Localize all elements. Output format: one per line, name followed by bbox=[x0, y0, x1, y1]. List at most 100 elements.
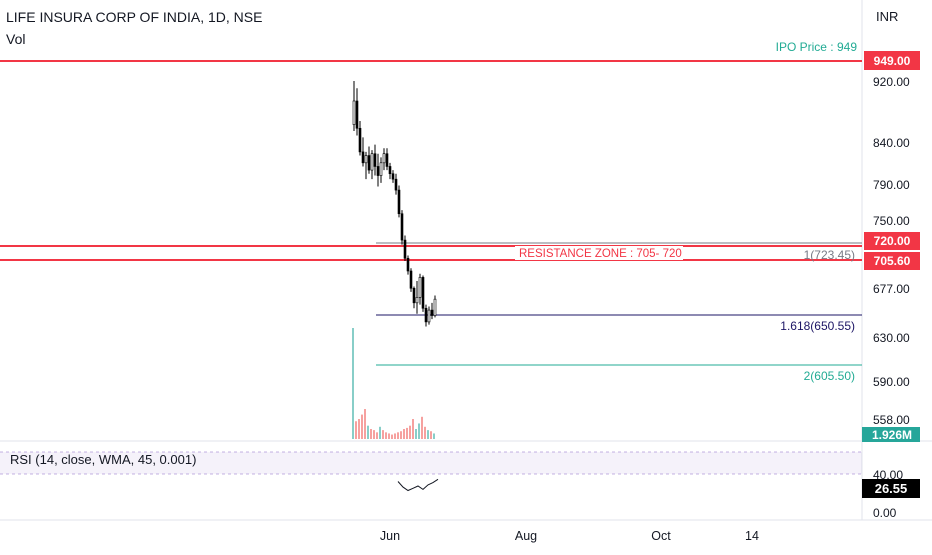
candle bbox=[409, 268, 413, 292]
time-axis-label: Aug bbox=[515, 529, 537, 543]
volume-indicator-label[interactable]: Vol bbox=[6, 31, 26, 47]
candle bbox=[427, 306, 431, 325]
volume-bar bbox=[403, 429, 405, 439]
rsi-indicator-label[interactable]: RSI (14, close, WMA, 45, 0.001) bbox=[10, 452, 196, 467]
fib-2-label: 2(605.50) bbox=[804, 369, 855, 383]
price-axis-label: 590.00 bbox=[873, 375, 910, 389]
candle-body bbox=[364, 155, 368, 164]
candle-body bbox=[391, 173, 395, 180]
candle bbox=[391, 170, 395, 183]
candle bbox=[430, 302, 434, 320]
rsi-line bbox=[397, 478, 439, 492]
candle-body bbox=[400, 213, 404, 241]
volume-bar bbox=[358, 419, 360, 439]
volume-bar bbox=[385, 432, 387, 439]
candle bbox=[352, 81, 356, 131]
candle-body bbox=[406, 257, 410, 272]
candle-body bbox=[367, 155, 371, 171]
volume-bar bbox=[430, 431, 432, 439]
volume-bar bbox=[433, 433, 435, 439]
volume-bar bbox=[376, 432, 378, 439]
volume-bar bbox=[415, 429, 417, 439]
price-axis-label: 630.00 bbox=[873, 331, 910, 345]
volume-tag bbox=[862, 427, 920, 442]
candle-body bbox=[427, 309, 431, 323]
resistance-bottom-tag-text: 705.60 bbox=[874, 254, 911, 268]
candle-body bbox=[385, 153, 389, 167]
price-axis-label: 840.00 bbox=[873, 136, 910, 150]
price-axis-label: 920.00 bbox=[873, 75, 910, 89]
price-axis-label: 750.00 bbox=[873, 214, 910, 228]
candle bbox=[424, 304, 428, 327]
candle-body bbox=[373, 153, 377, 167]
symbol-title[interactable]: LIFE INSURA CORP OF INDIA, 1D, NSE bbox=[6, 9, 263, 25]
rsi-axis-label: 0.00 bbox=[873, 506, 897, 520]
volume-bar bbox=[412, 419, 414, 439]
candle bbox=[406, 255, 410, 275]
candle bbox=[397, 185, 401, 218]
candle bbox=[376, 153, 380, 187]
volume-bar bbox=[406, 427, 408, 439]
currency-label: INR bbox=[876, 9, 899, 24]
volume-bars-group bbox=[352, 328, 435, 439]
rsi-axis-label: 40.00 bbox=[873, 468, 903, 482]
candle-body bbox=[358, 127, 362, 153]
price-axis-label: 677.00 bbox=[873, 282, 910, 296]
candle bbox=[403, 235, 407, 261]
candle bbox=[361, 137, 365, 167]
candle bbox=[400, 210, 404, 245]
rsi-value-tag-text: 26.55 bbox=[875, 481, 908, 496]
candle-body bbox=[415, 297, 419, 304]
candles-group bbox=[352, 81, 437, 327]
time-axis-label: 14 bbox=[745, 529, 759, 543]
candle-body bbox=[382, 153, 386, 164]
volume-bar bbox=[397, 432, 399, 439]
candle-body bbox=[412, 287, 416, 304]
candle-body bbox=[433, 298, 437, 316]
volume-bar bbox=[391, 434, 393, 439]
price-axis-label: 790.00 bbox=[873, 178, 910, 192]
volume-bar bbox=[352, 328, 354, 439]
volume-bar bbox=[373, 430, 375, 439]
candle bbox=[415, 281, 419, 314]
volume-bar bbox=[427, 430, 429, 439]
volume-bar bbox=[409, 425, 411, 439]
candle bbox=[412, 286, 416, 309]
volume-bar bbox=[421, 416, 423, 439]
resistance-top-tag-text: 720.00 bbox=[874, 234, 911, 248]
candle bbox=[388, 162, 392, 180]
candle bbox=[373, 144, 377, 176]
volume-bar bbox=[379, 426, 381, 439]
fib-1-label: 1(723.45) bbox=[804, 248, 855, 262]
volume-bar bbox=[424, 426, 426, 439]
candle bbox=[418, 273, 422, 305]
candle-body bbox=[376, 166, 380, 176]
candle bbox=[358, 121, 362, 156]
candle bbox=[433, 295, 437, 318]
candle-body bbox=[418, 277, 422, 298]
rsi-value-tag bbox=[862, 479, 920, 498]
price-axis-label: 558.00 bbox=[873, 413, 910, 427]
volume-bar bbox=[361, 414, 363, 439]
candle-body bbox=[424, 307, 428, 323]
candle-body bbox=[394, 178, 398, 191]
ipo-price-tag bbox=[864, 51, 920, 70]
resistance-zone-label: RESISTANCE ZONE : 705- 720 bbox=[519, 248, 682, 260]
candle bbox=[367, 146, 371, 174]
volume-tag-text: 1.926M bbox=[872, 428, 912, 442]
candle-body bbox=[421, 277, 425, 309]
candle bbox=[355, 88, 359, 136]
time-axis-label: Oct bbox=[651, 529, 671, 543]
volume-bar bbox=[370, 429, 372, 439]
volume-bar bbox=[388, 433, 390, 439]
volume-bar bbox=[418, 423, 420, 439]
resistance-top-tag bbox=[864, 232, 920, 250]
candle-body bbox=[403, 239, 407, 259]
candle bbox=[382, 148, 386, 171]
volume-bar bbox=[355, 421, 357, 439]
candle-body bbox=[352, 100, 356, 125]
volume-bar bbox=[382, 430, 384, 439]
resistance-label-bg bbox=[515, 246, 683, 260]
